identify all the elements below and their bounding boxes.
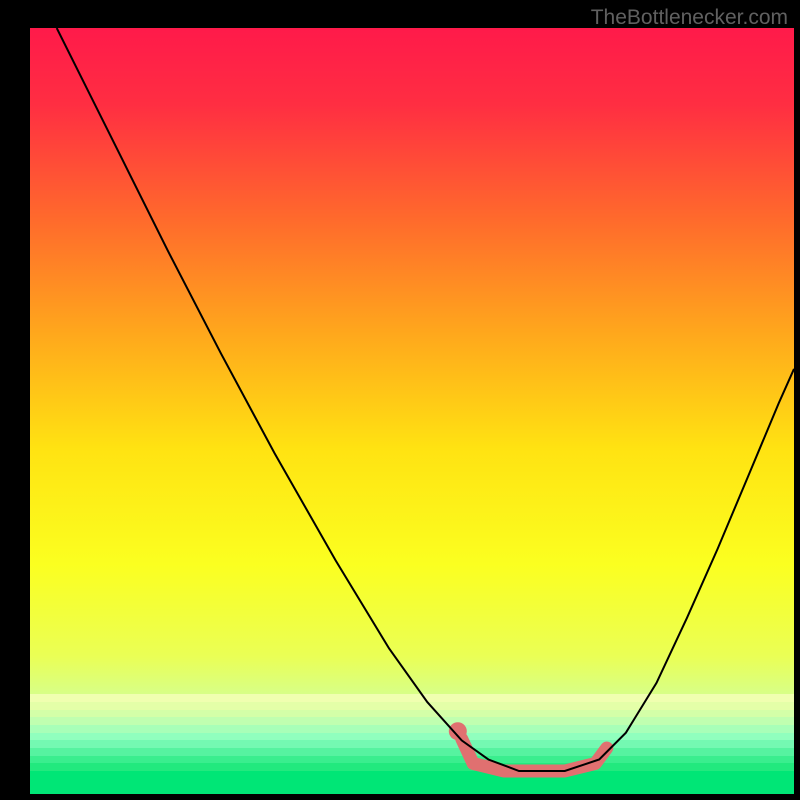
- watermark-text: TheBottlenecker.com: [591, 6, 788, 30]
- chart-curve-layer: [30, 28, 794, 794]
- chart-line: [57, 28, 794, 771]
- chart-plot-area: [30, 28, 794, 794]
